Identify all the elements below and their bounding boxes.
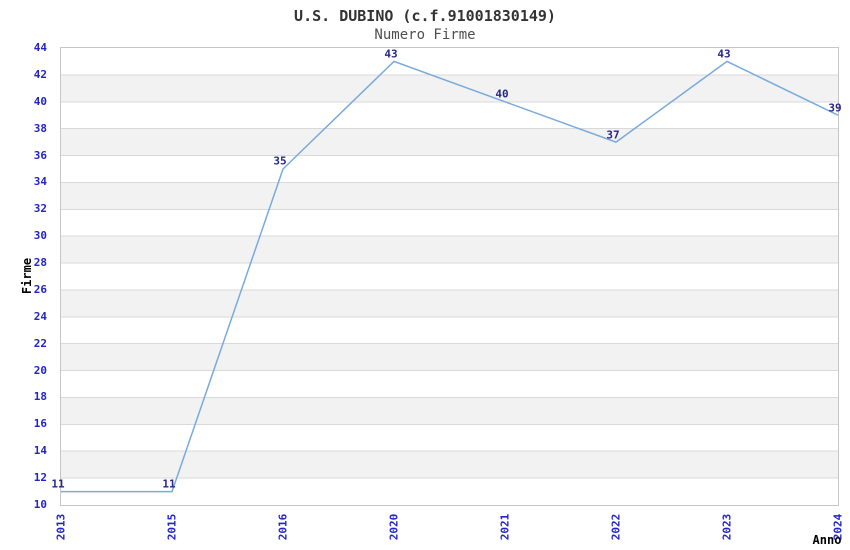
y-tick-label: 26 bbox=[33, 282, 47, 296]
data-point-label: 37 bbox=[606, 128, 620, 142]
x-tick-label: 2013 bbox=[54, 513, 68, 541]
plot-area bbox=[60, 47, 839, 506]
grid-band bbox=[61, 74, 838, 102]
line-chart-canvas bbox=[61, 60, 838, 493]
x-tick-label: 2022 bbox=[609, 513, 623, 541]
chart-subtitle: Numero Firme bbox=[374, 27, 476, 43]
grid-band bbox=[61, 289, 838, 317]
y-tick-label: 38 bbox=[33, 121, 47, 135]
y-tick-label: 42 bbox=[33, 67, 47, 81]
y-tick-label: 30 bbox=[33, 229, 47, 243]
x-tick-label: 2021 bbox=[498, 513, 512, 541]
grid-band bbox=[61, 451, 838, 479]
y-tick-label: 22 bbox=[33, 336, 47, 350]
grid-band bbox=[61, 236, 838, 264]
data-point-label: 39 bbox=[828, 101, 842, 115]
data-point-label: 40 bbox=[495, 87, 509, 101]
y-tick-label: 44 bbox=[33, 41, 47, 54]
x-tick-label: 2020 bbox=[387, 513, 401, 541]
x-axis-title: Anno bbox=[812, 533, 842, 547]
grid-band bbox=[61, 182, 838, 210]
grid-band bbox=[61, 343, 838, 371]
grid-band bbox=[61, 128, 838, 156]
chart-title: U.S. DUBINO (c.f.91001830149) bbox=[294, 7, 556, 25]
y-tick-label: 14 bbox=[33, 444, 47, 458]
x-tick-label: 2015 bbox=[165, 513, 179, 541]
grid-band bbox=[61, 397, 838, 425]
y-tick-label: 16 bbox=[33, 417, 47, 431]
y-tick-label: 32 bbox=[33, 202, 47, 216]
x-tick-label: 2016 bbox=[276, 513, 290, 541]
data-point-label: 43 bbox=[384, 47, 398, 61]
y-tick-label: 28 bbox=[33, 256, 47, 270]
data-point-label: 35 bbox=[273, 154, 287, 168]
y-tick-label: 10 bbox=[33, 498, 47, 511]
y-tick-label: 24 bbox=[33, 309, 47, 323]
y-tick-label: 20 bbox=[33, 363, 47, 377]
y-tick-label: 34 bbox=[33, 175, 47, 189]
data-point-label: 11 bbox=[162, 477, 176, 491]
data-point-label: 11 bbox=[51, 477, 65, 491]
y-axis-title: Firme bbox=[20, 257, 34, 295]
y-tick-label: 40 bbox=[33, 94, 47, 108]
series-line bbox=[61, 60, 838, 493]
y-tick-label: 18 bbox=[33, 390, 47, 404]
y-tick-label: 12 bbox=[33, 471, 47, 485]
x-tick-label: 2023 bbox=[720, 513, 734, 541]
y-tick-label: 36 bbox=[33, 148, 47, 162]
data-point-label: 43 bbox=[717, 47, 731, 61]
